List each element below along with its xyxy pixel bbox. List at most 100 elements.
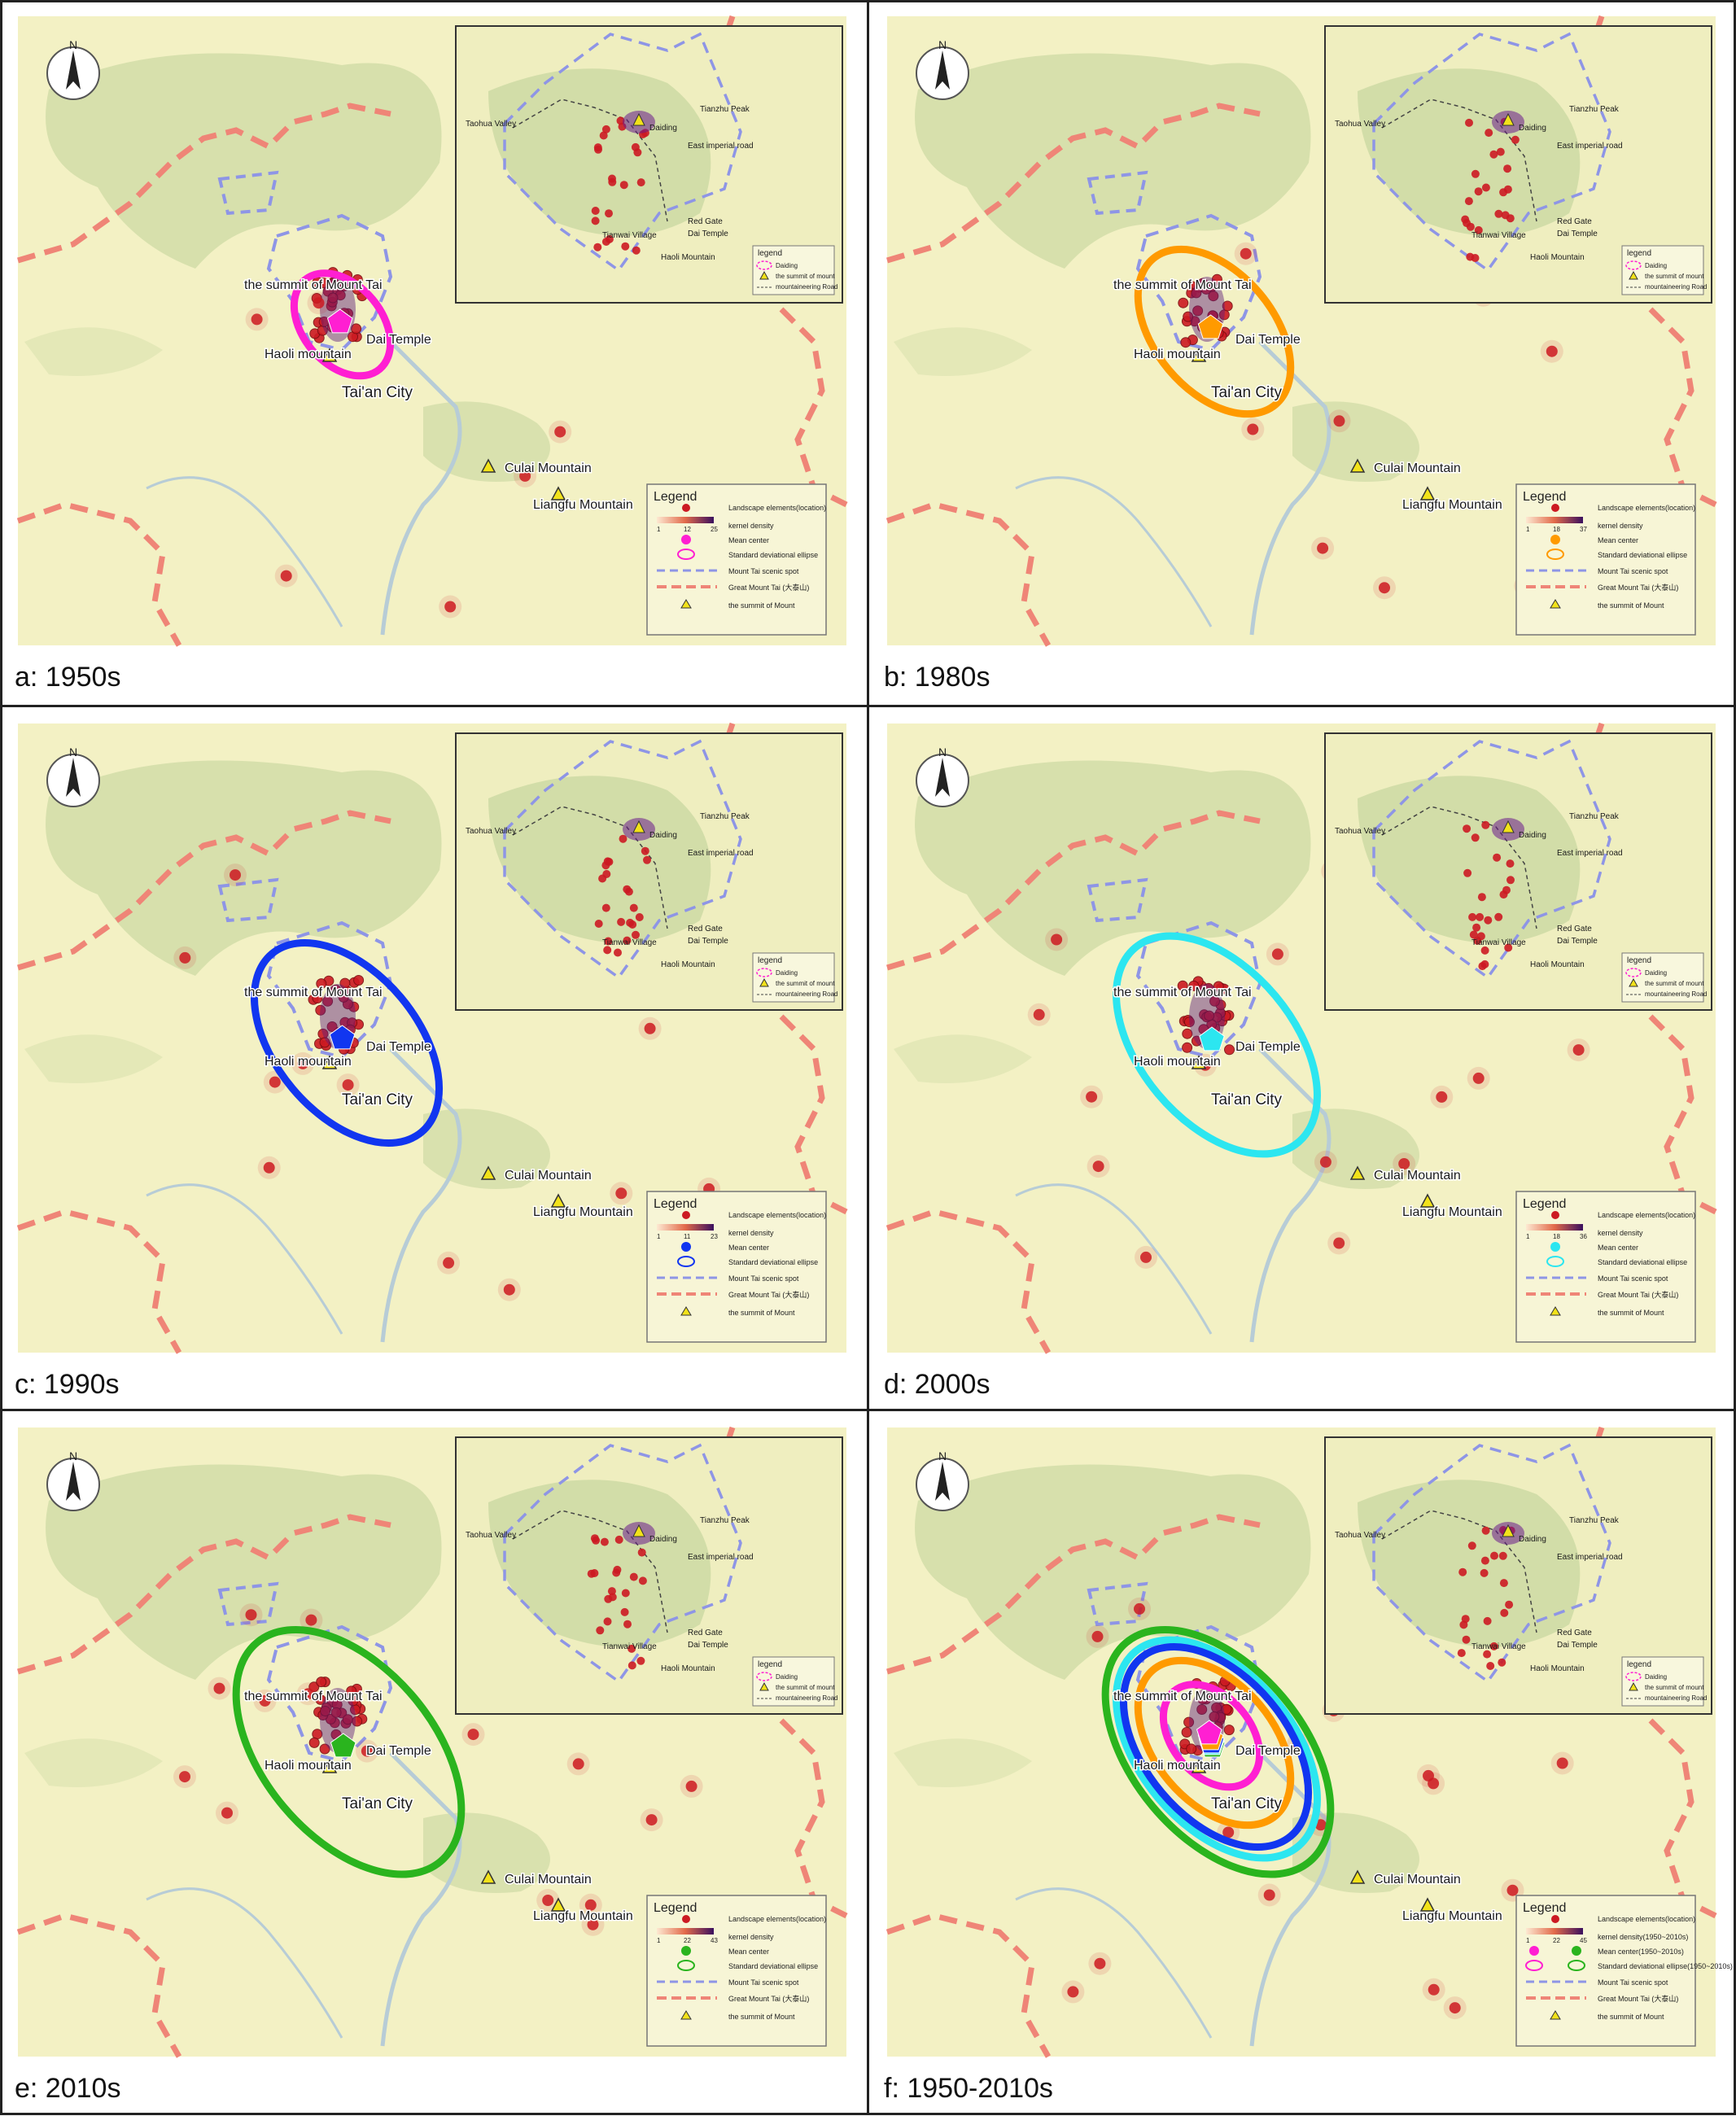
inset-label-haoli-mountain: Haoli Mountain — [661, 253, 715, 262]
legend-kernel-tick: 1 — [657, 1937, 661, 1944]
inset-landscape-point — [616, 116, 625, 125]
landscape-point — [467, 1729, 479, 1741]
label-summit: the summit of Mount Tai — [1113, 278, 1252, 292]
landscape-point — [1472, 1072, 1485, 1084]
landscape-point — [320, 1706, 331, 1716]
standard-deviational-ellipse — [1113, 932, 1321, 1158]
landscape-point — [1067, 1986, 1079, 1998]
inset-landscape-point — [1503, 185, 1512, 194]
legend-item-label: Great Mount Tai (大泰山) — [728, 1994, 809, 2003]
inset-landscape-point — [1480, 946, 1489, 955]
inset-legend-item: mountaineering Road — [1645, 990, 1708, 998]
scenic-spot-boundary-west — [1087, 877, 1148, 923]
inset-landscape-point — [1481, 183, 1490, 192]
landscape-point — [269, 1076, 281, 1088]
inset-label-east-imperial-road: East imperial road — [688, 1553, 754, 1562]
legend: Legend 1 22 45 Landscape elements(location) k… — [1515, 1895, 1733, 2047]
river — [380, 340, 462, 636]
legend-kernel-gradient — [1526, 1928, 1583, 1935]
inset-legend-title: legend — [1627, 1660, 1651, 1669]
legend-point-icon — [1551, 1211, 1559, 1219]
label-liangfu-mountain: Liangfu Mountain — [1402, 1205, 1502, 1219]
landscape-point — [1222, 300, 1233, 312]
landscape-point — [572, 1758, 584, 1770]
point-halo — [1422, 1772, 1445, 1795]
point-halo — [300, 1608, 323, 1632]
point-halo — [1567, 1038, 1590, 1062]
inset-legend-daiding-icon — [756, 1672, 772, 1681]
terrain-area-west — [24, 1738, 163, 1787]
landscape-point — [1134, 1602, 1145, 1615]
north-arrow-icon — [66, 1462, 81, 1501]
landscape-point — [1333, 1237, 1345, 1249]
inset-landscape-point — [1499, 1579, 1508, 1588]
inset-label-haoli-mountain: Haoli Mountain — [661, 1664, 715, 1673]
point-halo — [1061, 1980, 1085, 2004]
standard-deviational-ellipse — [1113, 1636, 1321, 1862]
landscape-point — [1092, 1161, 1104, 1173]
label-haoli-mountain: Haoli mountain — [265, 1055, 352, 1069]
legend-item-label: the summit of Mount — [728, 1309, 795, 1317]
point-halo — [245, 308, 269, 331]
inset-landscape-point — [1459, 1620, 1468, 1629]
inset-legend-box — [1621, 1656, 1704, 1707]
point-halo — [1467, 1066, 1490, 1090]
point-halo — [1234, 242, 1257, 265]
river — [380, 1047, 462, 1343]
inset-label-daiding: Daiding — [649, 124, 677, 133]
landscape-point — [587, 1918, 599, 1930]
map-panel: the summit of Mount Tai Dai Temple Haoli m… — [0, 1411, 864, 2116]
label-dai-temple: Dai Temple — [1235, 1744, 1301, 1758]
inset-legend-box — [752, 952, 835, 1003]
inset-legend-box — [752, 1656, 835, 1707]
inset-label-east-imperial-road: East imperial road — [688, 142, 754, 151]
legend-kernel-tick: 43 — [711, 1937, 718, 1944]
point-halo — [1128, 1597, 1151, 1620]
stream — [146, 1887, 343, 2039]
legend-box — [1515, 483, 1696, 636]
landscape-point — [263, 1161, 275, 1174]
point-halo — [239, 1603, 263, 1627]
inset-mountaineering-road — [512, 1510, 668, 1633]
landscape-point — [1211, 273, 1222, 285]
inset-legend-item: the summit of mount — [776, 273, 835, 280]
point-halo — [216, 1801, 238, 1825]
legend-title: Legend — [1523, 1901, 1566, 1915]
map-svg: the summit of Mount Tai Dai Temple Haoli m… — [885, 1426, 1733, 2058]
standard-deviational-ellipse — [290, 269, 395, 380]
inset-landscape-point — [623, 936, 632, 945]
point-halo — [1327, 409, 1351, 433]
inset-summit-triangle — [1502, 820, 1515, 833]
landscape-point — [297, 1057, 309, 1069]
landscape-point — [1208, 291, 1219, 302]
landscape-point — [322, 995, 334, 1007]
legend-ellipse-icon — [1568, 1960, 1585, 1971]
legend-title: Legend — [654, 490, 697, 504]
north-label: N — [938, 745, 947, 759]
inset-landscape-point — [1476, 932, 1485, 941]
inset-label-taohua-valley: Taohua Valley — [466, 1531, 516, 1540]
inset-landscape-point — [629, 1572, 638, 1581]
inset-landscape-point — [1480, 1568, 1489, 1577]
inset-landscape-point — [1483, 1650, 1492, 1659]
inset-label-red-gate: Red Gate — [1557, 925, 1592, 933]
legend-ellipse-icon — [677, 549, 695, 560]
inset-label-haoli-mountain: Haoli Mountain — [661, 960, 715, 969]
landscape-point — [342, 1079, 354, 1091]
inset-landscape-point — [1503, 164, 1512, 173]
landscape-point — [1182, 1028, 1193, 1039]
inset-landscape-point — [1511, 135, 1520, 144]
legend-item-label: Landscape elements(location) — [1598, 1211, 1695, 1219]
inset-scenic-boundary — [503, 739, 742, 980]
inset-terrain — [488, 1480, 711, 1647]
inset-landscape-point — [1484, 916, 1493, 925]
landscape-point — [312, 1729, 323, 1740]
inset-landscape-point — [1462, 1635, 1471, 1644]
inset-summit-triangle — [1502, 1524, 1515, 1537]
north-label: N — [69, 1449, 77, 1462]
standard-deviational-ellipse — [1159, 1681, 1264, 1791]
label-haoli-mountain: Haoli mountain — [1134, 1055, 1221, 1069]
label-haoli-mountain: Haoli mountain — [265, 1759, 352, 1773]
map-svg: the summit of Mount Tai Dai Temple Haoli m… — [16, 15, 848, 647]
inset-legend-item: the summit of mount — [776, 1684, 835, 1691]
